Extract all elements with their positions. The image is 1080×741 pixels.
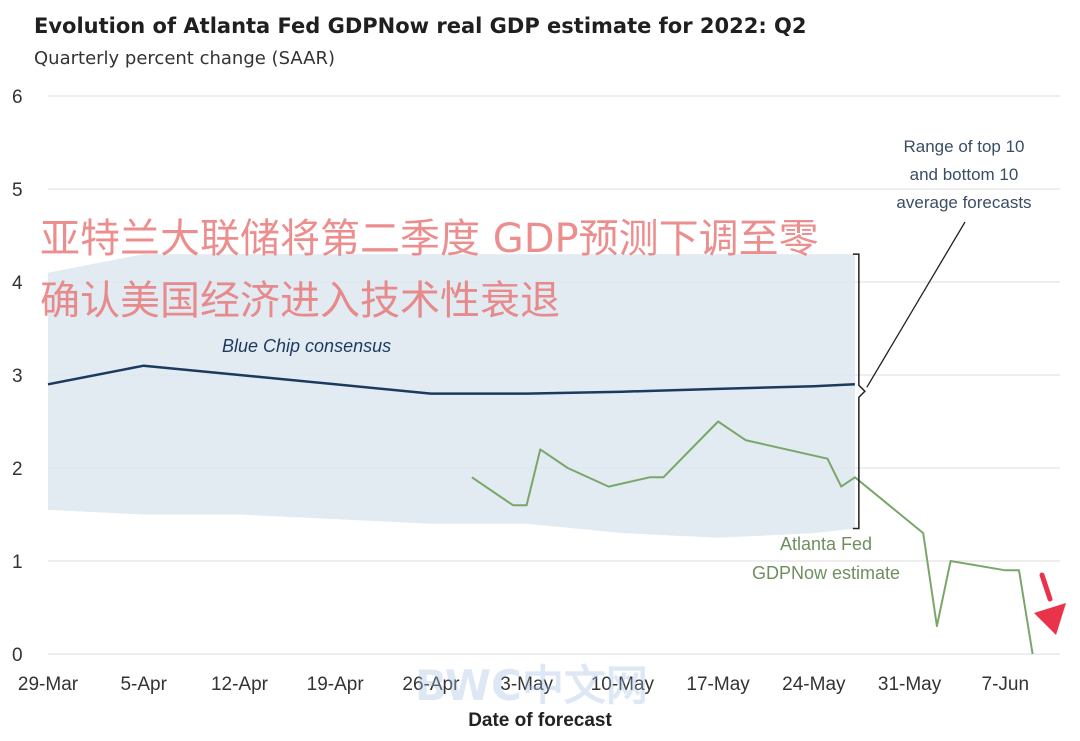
- band-label-line: Range of top 10: [904, 137, 1025, 156]
- x-axis-title: Date of forecast: [468, 710, 612, 731]
- x-tick-label: 3-May: [500, 674, 553, 695]
- y-tick-label: 1: [12, 552, 23, 573]
- band-label-line: average forecasts: [896, 193, 1031, 212]
- band-bracket: [852, 253, 866, 530]
- band-label-line: and bottom 10: [910, 165, 1019, 184]
- x-tick-label: 17-May: [686, 674, 750, 695]
- x-tick-label: 5-Apr: [120, 674, 167, 695]
- y-tick-label: 0: [12, 645, 23, 666]
- x-tick-label: 7-Jun: [982, 674, 1030, 695]
- x-tick-label: 24-May: [782, 674, 846, 695]
- x-tick-label: 12-Apr: [211, 674, 269, 695]
- y-tick-label: 5: [12, 180, 23, 201]
- chart-subtitle: Quarterly percent change (SAAR): [34, 48, 335, 69]
- gdpnow-estimate-line: [471, 420, 1034, 655]
- gdpnow-label-line: Atlanta Fed: [780, 534, 872, 554]
- gdpnow-label-line: GDPNow estimate: [752, 563, 900, 583]
- y-tick-label: 4: [12, 273, 23, 294]
- y-tick-label: 6: [12, 87, 23, 108]
- drop-arrow-shaft: [1039, 572, 1053, 602]
- band-callout-line: [866, 221, 966, 388]
- x-tick-label: 10-May: [591, 674, 655, 695]
- y-tick-label: 3: [12, 366, 23, 387]
- bluechip-label: Blue Chip consensus: [222, 336, 391, 356]
- y-tick-label: 2: [12, 459, 23, 480]
- x-tick-label: 29-Mar: [18, 674, 79, 695]
- bluechip-consensus-line: [47, 364, 855, 395]
- x-tick-label: 31-May: [878, 674, 942, 695]
- forecast-range-band: [48, 254, 855, 538]
- drop-arrow-head: [1034, 603, 1066, 635]
- chart-title: Evolution of Atlanta Fed GDPNow real GDP…: [34, 14, 807, 38]
- x-tick-label: 26-Apr: [402, 674, 460, 695]
- x-tick-label: 19-Apr: [307, 674, 365, 695]
